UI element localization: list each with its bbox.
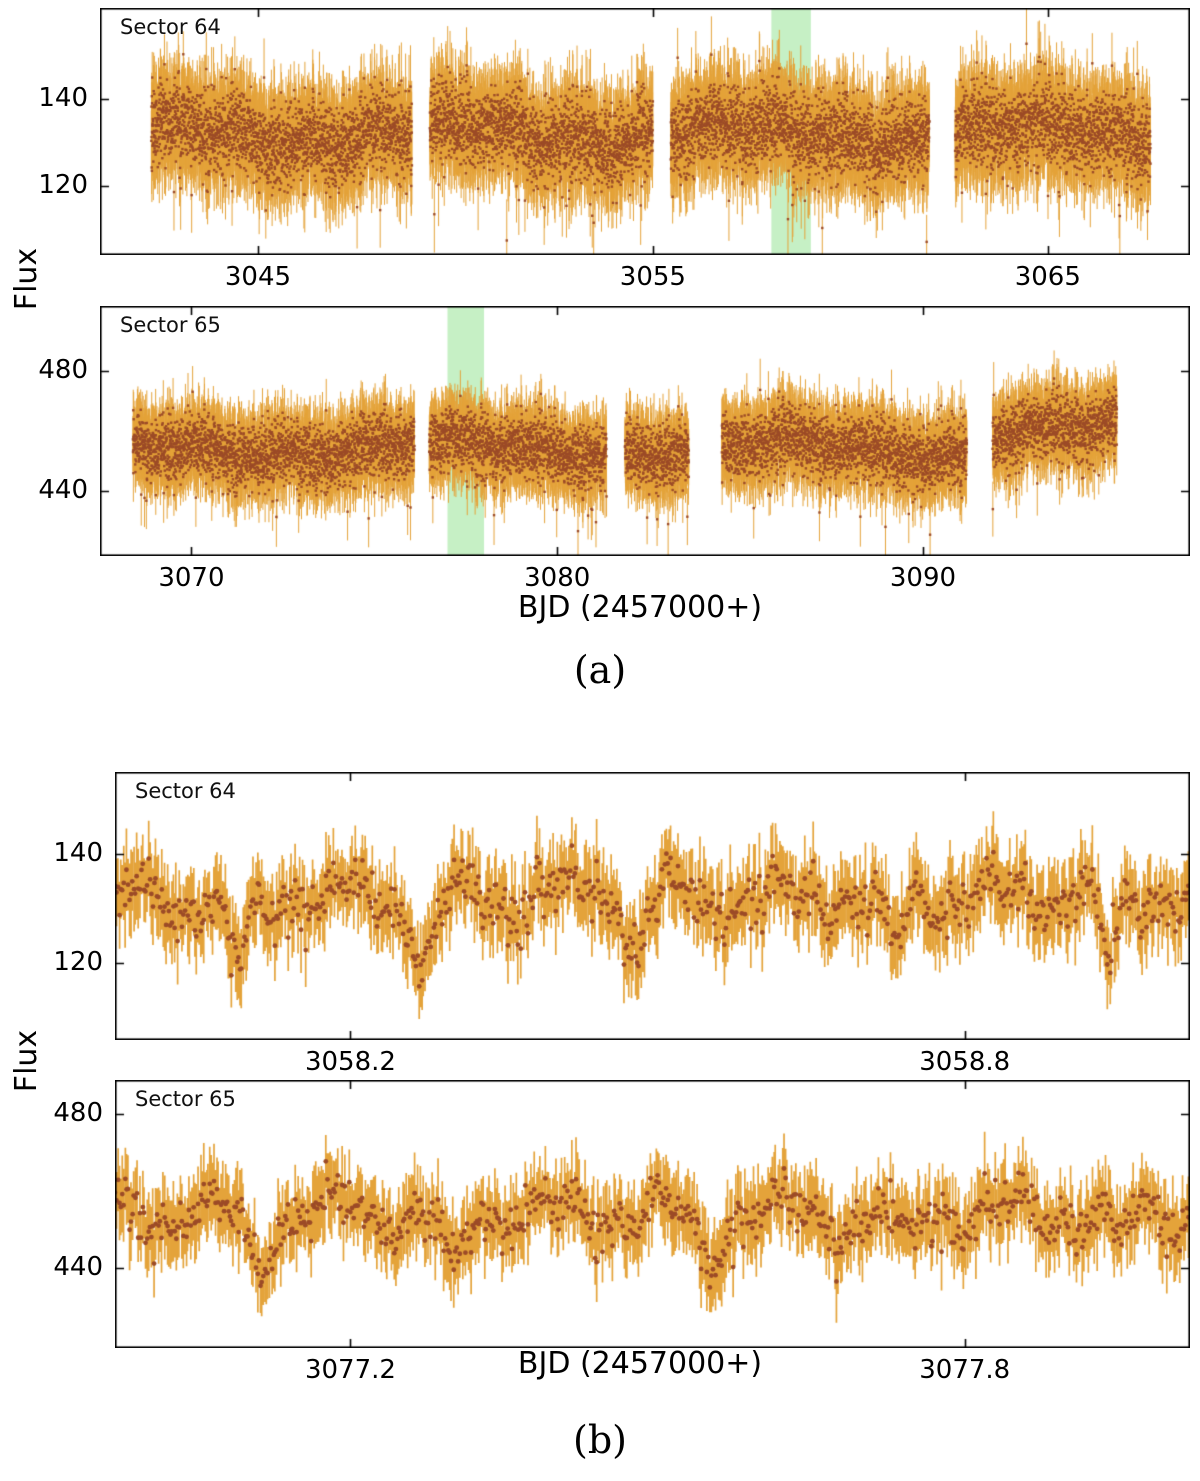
- caption-a: (a): [573, 648, 627, 692]
- sector-label: Sector 64: [120, 15, 221, 39]
- x-axis-label-a: BJD (2457000+): [517, 590, 763, 625]
- y-axis-label-a: Flux: [9, 247, 44, 311]
- panel-a-sector65-full: Sector 65 3070 3080 3090 440 480: [38, 306, 1190, 593]
- panel-b-sector64-zoom: Sector 64 3058.2 3058.8 120 140: [53, 772, 1190, 1077]
- light-curve-canvas: [100, 8, 1190, 255]
- panel-b-sector65-zoom: Sector 65 3077.2 3077.8 440 480: [53, 1080, 1190, 1385]
- x-tick-label: 3045: [224, 262, 292, 292]
- sector-label: Sector 65: [120, 313, 221, 337]
- y-axis-label-b: Flux: [9, 1029, 44, 1093]
- x-tick-label: 3055: [619, 262, 686, 292]
- x-tick-label: 3077.2: [304, 1355, 396, 1385]
- x-tick-label: 3090: [889, 563, 957, 593]
- x-tick-label: 3080: [524, 563, 591, 593]
- y-tick-label: 440: [53, 1251, 103, 1282]
- x-tick-label: 3065: [1014, 262, 1081, 292]
- light-curve-canvas: [115, 1080, 1190, 1348]
- light-curve-canvas: [100, 306, 1190, 556]
- light-curve-canvas: [115, 772, 1190, 1040]
- y-tick-label: 480: [53, 1098, 103, 1129]
- panel-a-sector64-full: Sector 64 3045 3055 3065 120 140: [38, 8, 1190, 292]
- y-tick-label: 120: [53, 947, 103, 978]
- y-tick-label: 140: [38, 83, 88, 113]
- sector-label: Sector 65: [135, 1087, 236, 1111]
- y-tick-label: 140: [53, 838, 103, 869]
- caption-b: (b): [573, 1418, 627, 1462]
- x-tick-label: 3058.8: [919, 1047, 1011, 1077]
- y-tick-label: 120: [38, 169, 88, 200]
- x-tick-label: 3070: [158, 563, 225, 593]
- x-axis-label-b: BJD (2457000+): [517, 1346, 763, 1381]
- y-tick-label: 440: [38, 474, 88, 505]
- x-tick-label: 3077.8: [919, 1355, 1011, 1385]
- y-tick-label: 480: [38, 355, 88, 386]
- sector-label: Sector 64: [135, 779, 236, 803]
- x-tick-label: 3058.2: [304, 1047, 396, 1077]
